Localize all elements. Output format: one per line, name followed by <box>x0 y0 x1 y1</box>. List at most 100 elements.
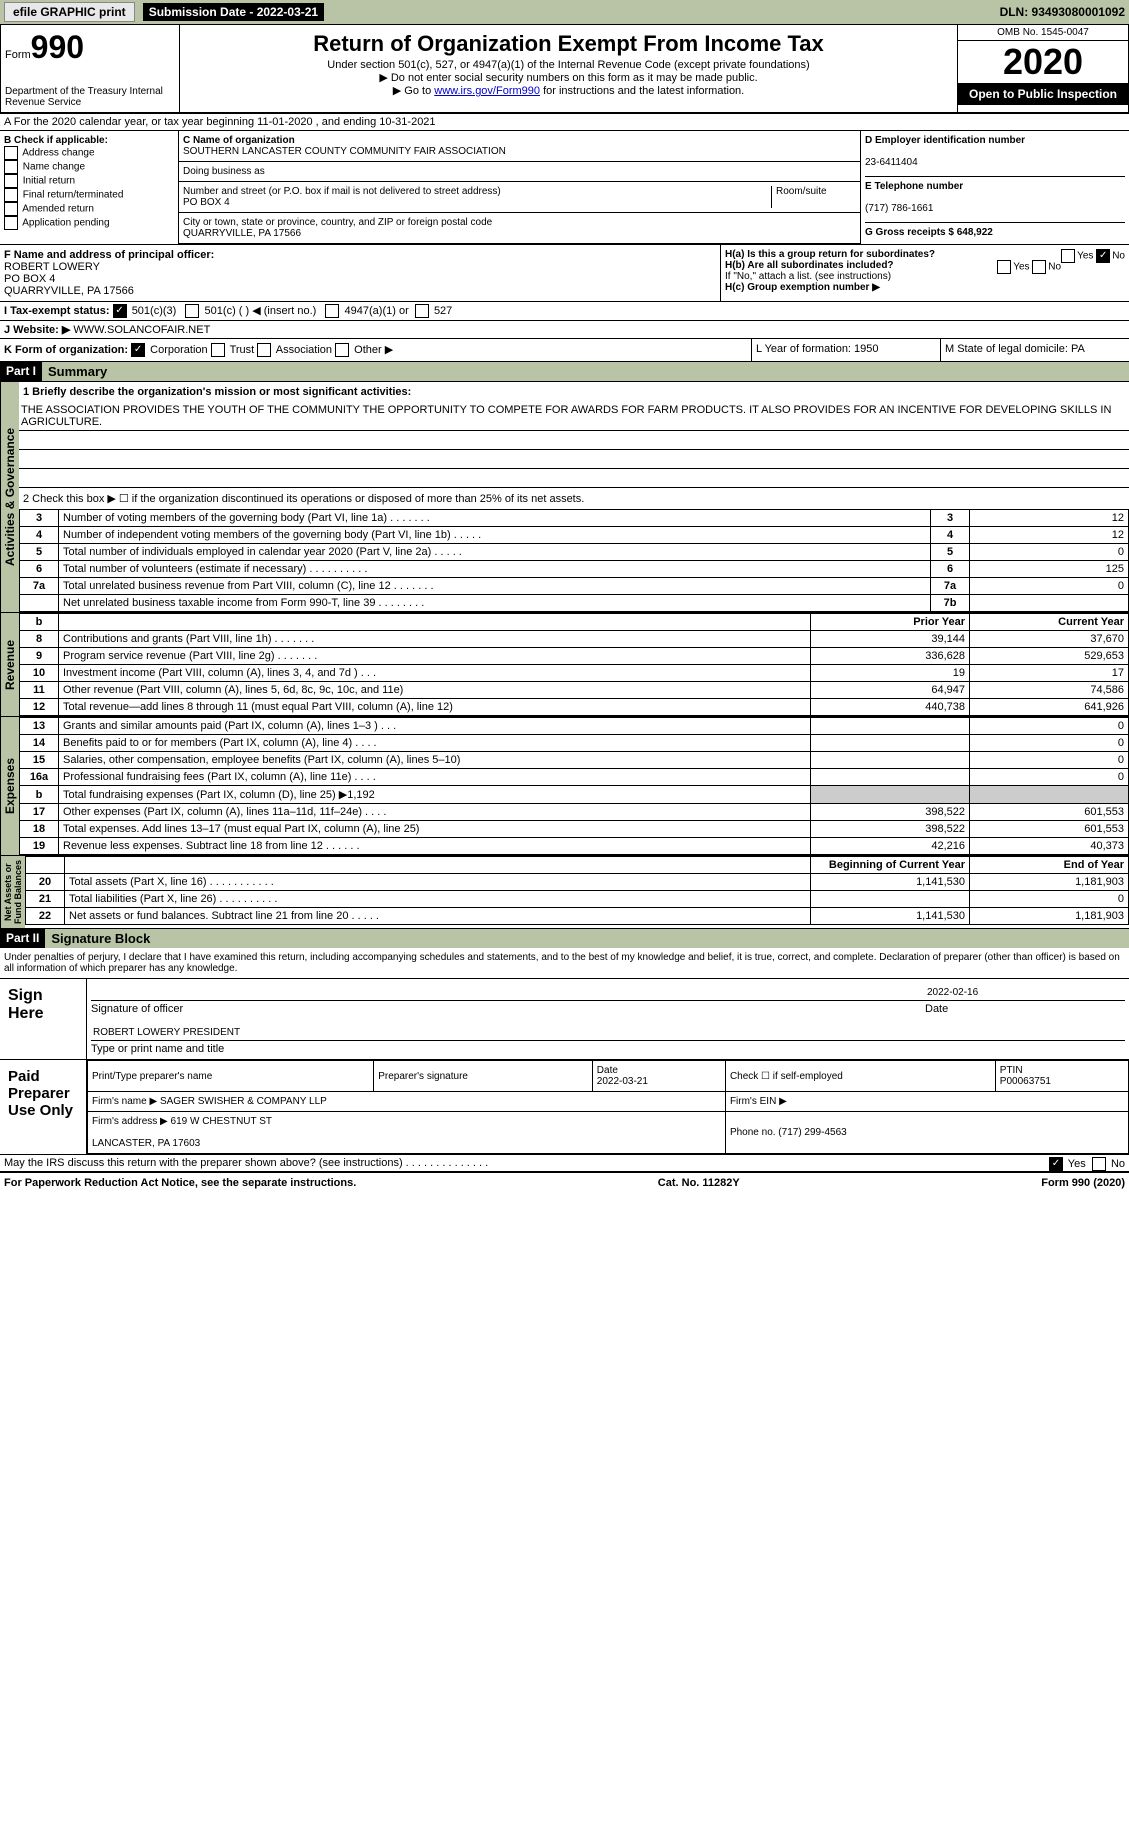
chk-pending[interactable] <box>4 216 18 230</box>
chk-address[interactable] <box>4 146 18 160</box>
prior-val <box>811 718 970 735</box>
prior-val <box>811 735 970 752</box>
prep-self-emp: Check ☐ if self-employed <box>725 1061 995 1092</box>
chk-other[interactable] <box>335 343 349 357</box>
row-desc: Grants and similar amounts paid (Part IX… <box>59 718 811 735</box>
row-desc: Total revenue—add lines 8 through 11 (mu… <box>59 699 811 716</box>
room-label: Room/suite <box>772 186 856 208</box>
open-to-public: Open to Public Inspection <box>958 83 1128 105</box>
chk-amended[interactable] <box>4 202 18 216</box>
prior-val: 39,144 <box>811 631 970 648</box>
row-desc: Net assets or fund balances. Subtract li… <box>65 908 811 925</box>
irs-link[interactable]: www.irs.gov/Form990 <box>434 85 540 97</box>
col-b: B Check if applicable: Address change Na… <box>0 131 179 244</box>
section-revenue: Revenue bPrior YearCurrent Year 8Contrib… <box>0 612 1129 716</box>
opt-527: 527 <box>434 305 452 317</box>
row-i: I Tax-exempt status: ✓ 501(c)(3) 501(c) … <box>0 301 1129 320</box>
curr-val: 641,926 <box>970 699 1129 716</box>
chk-initial[interactable] <box>4 174 18 188</box>
hdr-end: End of Year <box>970 857 1129 874</box>
ha-no: No <box>1112 251 1125 262</box>
may-no: No <box>1111 1158 1125 1170</box>
chk-assoc[interactable] <box>257 343 271 357</box>
part2-label: Part II <box>0 929 45 948</box>
mission-label: 1 Briefly describe the organization's mi… <box>23 386 411 398</box>
chk-corp[interactable]: ✓ <box>131 343 145 357</box>
row-val: 12 <box>970 527 1129 544</box>
chk-hb-yes[interactable] <box>997 260 1011 274</box>
prior-val: 64,947 <box>811 682 970 699</box>
chk-4947[interactable] <box>325 304 339 318</box>
opt-4947: 4947(a)(1) or <box>345 305 409 317</box>
sig-date-label: Date <box>925 1003 948 1015</box>
curr-val: 529,653 <box>970 648 1129 665</box>
curr-val: 1,181,903 <box>970 874 1129 891</box>
chk-501c3[interactable]: ✓ <box>113 304 127 318</box>
row-desc: Number of independent voting members of … <box>59 527 931 544</box>
opt-initial: Initial return <box>23 176 75 187</box>
prior-val: 1,141,530 <box>811 874 970 891</box>
row-val <box>970 595 1129 612</box>
submission-date: Submission Date - 2022-03-21 <box>143 3 324 21</box>
chk-527[interactable] <box>415 304 429 318</box>
opt-501c3: 501(c)(3) <box>132 305 177 317</box>
curr-val: 1,181,903 <box>970 908 1129 925</box>
opt-pending: Application pending <box>22 218 109 229</box>
top-bar: efile GRAPHIC print Submission Date - 20… <box>0 0 1129 24</box>
chk-trust[interactable] <box>211 343 225 357</box>
line-a: A For the 2020 calendar year, or tax yea… <box>0 113 1129 130</box>
chk-ha-yes[interactable] <box>1061 249 1075 263</box>
mission-text: THE ASSOCIATION PROVIDES THE YOUTH OF TH… <box>19 402 1129 431</box>
row-num: 10 <box>20 665 59 682</box>
table-expenses: 13Grants and similar amounts paid (Part … <box>19 717 1129 855</box>
hdr-b: b <box>20 614 59 631</box>
firm-phone: Phone no. (717) 299-4563 <box>725 1112 1128 1154</box>
note-ssn: ▶ Do not enter social security numbers o… <box>184 71 953 84</box>
line2-checkbox: 2 Check this box ▶ ☐ if the organization… <box>19 488 1129 509</box>
row-num: 8 <box>20 631 59 648</box>
officer-label: F Name and address of principal officer: <box>4 249 214 261</box>
firm-name-label: Firm's name ▶ <box>92 1096 157 1107</box>
chk-name[interactable] <box>4 160 18 174</box>
chk-may-no[interactable] <box>1092 1157 1106 1171</box>
row-num: 22 <box>26 908 65 925</box>
ein-label: D Employer identification number <box>865 135 1025 146</box>
preparer-table: Print/Type preparer's name Preparer's si… <box>87 1060 1129 1154</box>
chk-501c[interactable] <box>185 304 199 318</box>
section-netassets: Net Assets orFund Balances Beginning of … <box>0 855 1129 928</box>
row-fh: F Name and address of principal officer:… <box>0 244 1129 301</box>
curr-val: 17 <box>970 665 1129 682</box>
row-klm: K Form of organization: ✓ Corporation Tr… <box>0 338 1129 361</box>
chk-may-yes[interactable]: ✓ <box>1049 1157 1063 1171</box>
sign-here-label: Sign Here <box>0 979 87 1059</box>
prior-val: 398,522 <box>811 804 970 821</box>
org-name-cell: C Name of organization SOUTHERN LANCASTE… <box>179 131 860 162</box>
chk-final[interactable] <box>4 188 18 202</box>
row-num: 17 <box>20 804 59 821</box>
may-discuss: May the IRS discuss this return with the… <box>0 1154 1129 1171</box>
note-link: ▶ Go to www.irs.gov/Form990 for instruct… <box>184 84 953 97</box>
row-num: 5 <box>20 544 59 561</box>
chk-hb-no[interactable] <box>1032 260 1046 274</box>
table-netassets: Beginning of Current YearEnd of Year 20T… <box>25 856 1129 925</box>
phone-value: (717) 786-1661 <box>865 203 933 214</box>
chk-ha-no[interactable]: ✓ <box>1096 249 1110 263</box>
prep-sig-label: Preparer's signature <box>374 1061 593 1092</box>
prior-val <box>811 752 970 769</box>
omb-number: OMB No. 1545-0047 <box>958 25 1128 41</box>
year-box: OMB No. 1545-0047 2020 Open to Public In… <box>957 25 1128 112</box>
ptin-value: P00063751 <box>1000 1076 1051 1087</box>
city-value: QUARRYVILLE, PA 17566 <box>183 228 301 239</box>
cell-shade <box>970 786 1129 804</box>
vtab-expenses: Expenses <box>0 717 19 855</box>
row-num: 19 <box>20 838 59 855</box>
addr-cell: Number and street (or P.O. box if mail i… <box>179 182 860 213</box>
curr-val: 74,586 <box>970 682 1129 699</box>
prep-date-label: Date <box>597 1065 618 1076</box>
row-num: 6 <box>20 561 59 578</box>
dba-label: Doing business as <box>183 166 265 177</box>
table-governance: 3Number of voting members of the governi… <box>19 509 1129 612</box>
ha-yes: Yes <box>1077 251 1093 262</box>
part1-bar: Part I Summary <box>0 361 1129 381</box>
efile-print-button[interactable]: efile GRAPHIC print <box>4 2 135 22</box>
